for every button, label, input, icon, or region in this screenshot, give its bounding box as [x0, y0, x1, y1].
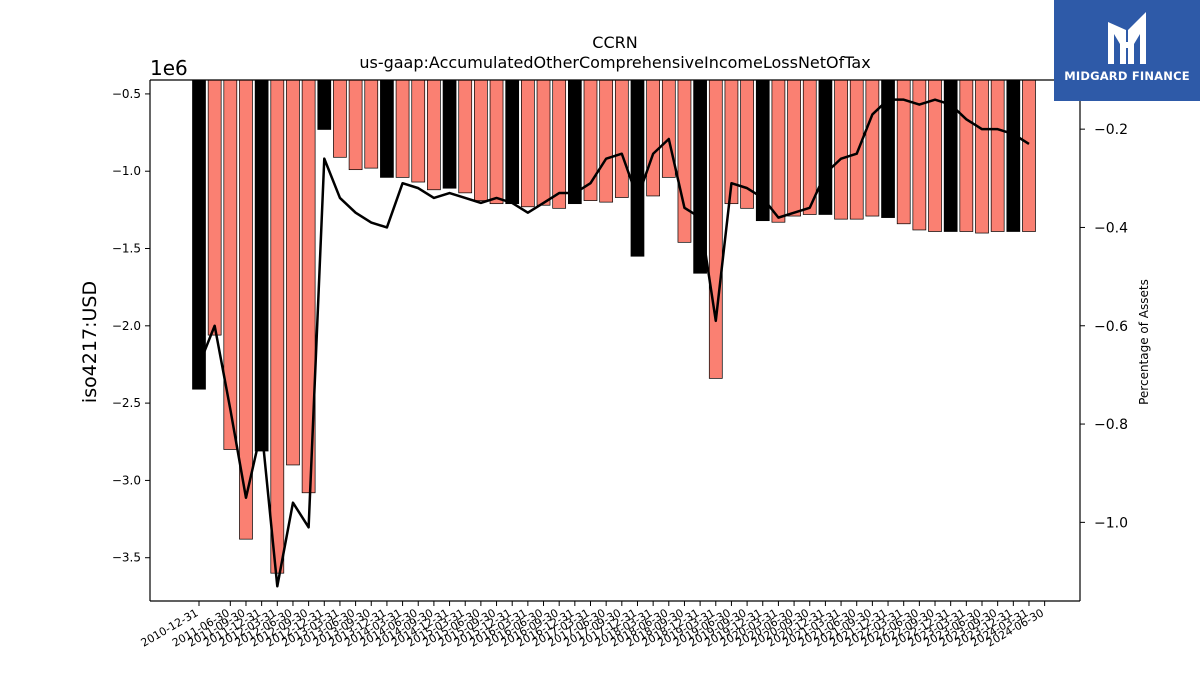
y2-tick-label: −0.6: [1094, 319, 1128, 335]
bar-group: [192, 79, 1036, 574]
bar: [380, 79, 394, 178]
bar: [708, 79, 723, 379]
bar: [599, 79, 614, 203]
bar: [192, 79, 206, 390]
bar: [552, 79, 567, 209]
bar: [646, 79, 660, 197]
midgard-finance-logo: MIDGARD FINANCE: [1054, 0, 1200, 101]
chart-subtitle: us-gaap:AccumulatedOtherComprehensiveInc…: [359, 53, 870, 72]
y2-tick-label: −0.2: [1094, 122, 1128, 138]
bar: [458, 79, 473, 194]
bar: [567, 79, 582, 205]
y-tick-label: −2.0: [112, 319, 141, 333]
bar: [677, 79, 692, 243]
bar: [317, 79, 332, 130]
bar: [975, 79, 989, 234]
bar: [959, 79, 974, 232]
percentage-of-assets-line: [197, 98, 1030, 588]
chart-text-group: CCRN us-gaap:AccumulatedOtherComprehensi…: [79, 33, 1151, 405]
y-axis-offset-label: 1e6: [150, 56, 188, 80]
bar: [364, 79, 379, 169]
bar: [254, 79, 269, 452]
y2-axis-label: Percentage of Assets: [1137, 279, 1151, 405]
logo-mark-icon: [1054, 0, 1200, 101]
chart-title: CCRN: [592, 33, 637, 52]
bar: [818, 79, 833, 215]
bar: [521, 79, 535, 208]
bar: [802, 79, 817, 215]
percentage-line-group: [197, 98, 1030, 588]
bar: [787, 79, 801, 217]
y-tick-label: −2.5: [112, 396, 141, 410]
y-tick-label: −0.5: [112, 87, 141, 101]
logo-text: MIDGARD FINANCE: [1064, 69, 1190, 83]
bar: [865, 79, 880, 217]
bar: [1006, 79, 1021, 232]
bar: [928, 79, 942, 232]
bar: [333, 79, 347, 158]
bar: [505, 79, 520, 205]
bar: [536, 79, 551, 206]
y-axis-label: iso4217:USD: [79, 281, 101, 403]
y-tick-label: −3.0: [112, 473, 141, 487]
bar: [395, 79, 410, 178]
bar: [489, 79, 504, 205]
bar: [286, 79, 300, 466]
bar: [990, 79, 1005, 232]
bar: [348, 79, 363, 171]
bar: [630, 79, 645, 257]
bar: [834, 79, 848, 220]
bar: [270, 79, 285, 574]
bar: [474, 79, 488, 201]
bar: [427, 79, 441, 191]
y2-tick-label: −0.4: [1094, 220, 1128, 236]
y-tick-label: −3.5: [112, 551, 141, 565]
bar: [849, 79, 864, 220]
y-tick-label: −1.0: [112, 164, 141, 178]
y2-tick-label: −1.0: [1094, 515, 1128, 531]
bar: [442, 79, 457, 189]
y2-tick-label: −0.8: [1094, 417, 1128, 433]
bar: [223, 79, 238, 450]
bar: [1022, 79, 1036, 232]
y-tick-label: −1.5: [112, 242, 141, 256]
bar: [771, 79, 786, 223]
bar: [411, 79, 426, 183]
bar: [207, 79, 222, 336]
bar: [614, 79, 629, 198]
